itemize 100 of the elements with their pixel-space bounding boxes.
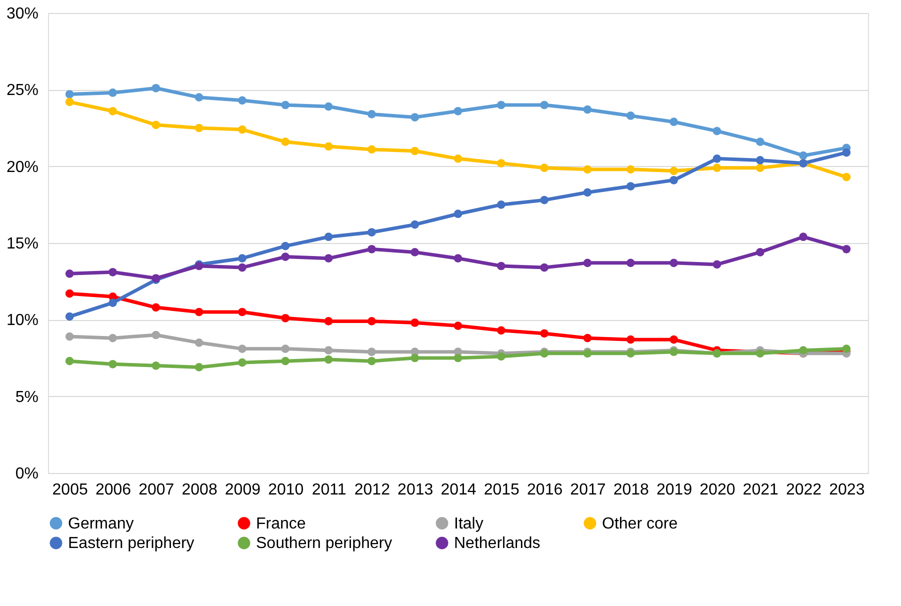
x-tick-label: 2013 — [398, 482, 434, 498]
point — [281, 252, 290, 261]
point — [108, 106, 117, 116]
point — [410, 318, 420, 327]
point — [410, 354, 420, 362]
point — [368, 317, 376, 326]
point — [626, 182, 635, 190]
point — [281, 138, 290, 146]
legend-label: Other core — [602, 515, 678, 532]
y-tick-label: 30% — [6, 6, 38, 22]
legend-label: Eastern periphery — [68, 535, 194, 552]
point — [410, 248, 420, 256]
legend-label: Netherlands — [454, 535, 540, 552]
x-tick-label: 2014 — [440, 482, 476, 498]
x-tick-label: 2018 — [613, 482, 650, 498]
point — [583, 105, 592, 114]
point — [454, 354, 462, 362]
x-tick-label: 2021 — [742, 482, 779, 498]
legend-label: Italy — [454, 515, 484, 532]
point — [454, 106, 462, 116]
point — [65, 90, 74, 98]
point — [756, 248, 764, 256]
point — [238, 125, 246, 134]
point — [454, 210, 462, 218]
x-tick-label: 2008 — [182, 482, 218, 498]
y-tick-label: 5% — [15, 388, 38, 406]
point — [670, 258, 678, 268]
x-tick-label: 2007 — [138, 482, 174, 498]
x-tick-label: 2015 — [484, 482, 520, 498]
point — [324, 102, 333, 111]
point — [108, 268, 117, 276]
y-tick-label: 25% — [6, 82, 38, 100]
point — [281, 314, 290, 322]
point — [799, 232, 808, 242]
x-tick-label: 2020 — [700, 482, 736, 498]
point — [368, 244, 376, 254]
point — [454, 322, 462, 330]
point — [194, 308, 204, 316]
y-tick-label: 20% — [6, 158, 38, 176]
point — [583, 334, 592, 342]
point — [496, 352, 506, 361]
x-tick-label: 2023 — [829, 482, 865, 498]
point — [842, 344, 851, 353]
point — [496, 326, 506, 335]
y-tick-label: 10% — [6, 312, 38, 330]
point — [65, 269, 74, 278]
point — [238, 358, 246, 367]
point — [324, 232, 333, 242]
point — [670, 166, 678, 176]
point — [496, 100, 506, 110]
point — [583, 165, 592, 174]
point — [842, 172, 851, 182]
x-tick-label: 2011 — [312, 482, 346, 498]
point — [626, 165, 635, 174]
point — [712, 260, 722, 269]
point — [324, 317, 333, 326]
point — [540, 100, 548, 110]
point — [324, 254, 333, 263]
point — [670, 176, 678, 184]
point — [152, 361, 160, 370]
point — [108, 88, 117, 97]
point — [799, 151, 808, 160]
point — [65, 356, 74, 366]
point — [670, 118, 678, 126]
point — [368, 228, 376, 236]
point — [712, 154, 722, 163]
point — [194, 363, 204, 372]
point — [756, 138, 764, 146]
point — [324, 346, 333, 355]
point — [540, 263, 548, 272]
point — [281, 100, 290, 110]
point — [454, 254, 462, 263]
point — [368, 348, 376, 356]
point — [238, 254, 246, 263]
point — [410, 113, 420, 122]
point — [281, 344, 290, 353]
point — [670, 335, 678, 344]
point — [454, 154, 462, 163]
point — [108, 298, 117, 307]
point — [238, 344, 246, 353]
point — [238, 308, 246, 316]
point — [410, 146, 420, 156]
point — [281, 356, 290, 366]
point — [194, 338, 204, 347]
point — [842, 244, 851, 254]
point — [368, 356, 376, 366]
legend-label: Germany — [68, 515, 134, 532]
point — [324, 355, 333, 364]
point — [152, 120, 160, 130]
point — [108, 334, 117, 342]
point — [238, 96, 246, 105]
point — [842, 148, 851, 157]
y-tick-label: 0% — [15, 466, 38, 482]
point — [540, 164, 548, 172]
point — [324, 142, 333, 151]
point — [65, 332, 74, 341]
point — [368, 145, 376, 154]
point — [238, 263, 246, 272]
x-tick-label: 2019 — [656, 482, 692, 498]
point — [496, 262, 506, 270]
